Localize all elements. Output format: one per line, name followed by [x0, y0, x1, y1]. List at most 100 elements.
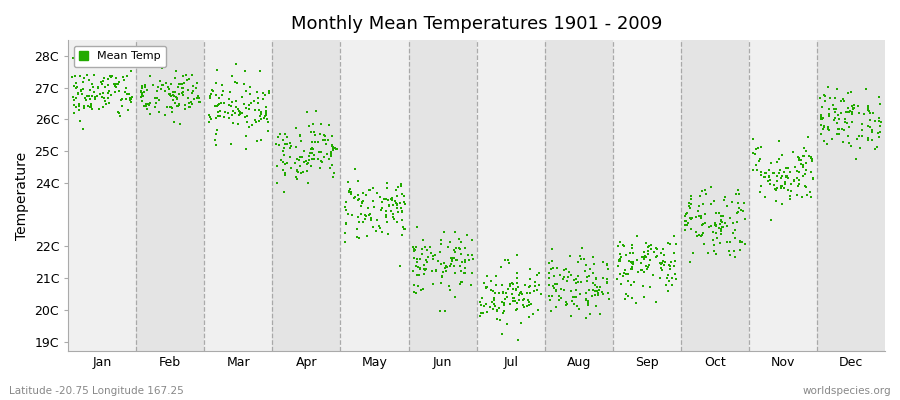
Point: [510, 300, 525, 306]
Point: [862, 117, 877, 124]
Point: [253, 113, 267, 120]
Point: [814, 122, 829, 128]
Point: [667, 250, 681, 256]
Point: [581, 302, 596, 308]
Point: [629, 257, 643, 264]
Point: [655, 267, 670, 273]
Point: [343, 186, 357, 192]
Point: [159, 104, 174, 110]
Point: [377, 196, 392, 202]
Point: [714, 226, 728, 232]
Point: [443, 238, 457, 245]
Point: [643, 284, 657, 290]
Point: [166, 93, 181, 99]
Point: [342, 189, 356, 195]
Point: [224, 141, 238, 147]
Point: [351, 214, 365, 220]
Point: [417, 262, 431, 268]
Point: [857, 111, 871, 117]
Point: [120, 72, 134, 79]
Point: [746, 136, 760, 142]
Point: [501, 257, 516, 264]
Point: [80, 72, 94, 78]
Point: [846, 105, 860, 112]
Point: [326, 145, 340, 151]
Point: [306, 121, 320, 128]
Point: [683, 215, 698, 221]
Point: [797, 171, 812, 178]
Point: [552, 297, 566, 303]
Point: [322, 165, 337, 172]
Point: [623, 250, 637, 256]
Point: [788, 178, 802, 184]
Point: [828, 109, 842, 116]
Point: [798, 171, 813, 177]
Point: [262, 90, 276, 96]
Point: [413, 265, 428, 271]
Point: [105, 72, 120, 79]
Point: [826, 101, 841, 108]
Bar: [68, 40, 136, 351]
Point: [614, 253, 628, 260]
Point: [588, 288, 602, 295]
Point: [530, 287, 544, 294]
Point: [661, 287, 675, 294]
Point: [375, 229, 390, 235]
Point: [473, 299, 488, 306]
Point: [304, 156, 319, 162]
Point: [814, 116, 829, 122]
Point: [248, 107, 262, 114]
Point: [256, 96, 270, 102]
Point: [571, 258, 585, 265]
Point: [637, 248, 652, 255]
Point: [503, 301, 517, 307]
Point: [114, 96, 129, 103]
Point: [452, 236, 466, 242]
Point: [222, 89, 237, 96]
Point: [590, 290, 605, 296]
Point: [300, 168, 314, 174]
Point: [155, 64, 169, 71]
Point: [254, 109, 268, 115]
Point: [225, 112, 239, 118]
Point: [231, 107, 246, 114]
Point: [710, 235, 724, 241]
Point: [544, 266, 558, 272]
Point: [202, 119, 217, 125]
Point: [842, 140, 857, 146]
Point: [325, 132, 339, 139]
Point: [732, 204, 746, 211]
Point: [319, 140, 333, 147]
Point: [838, 116, 852, 122]
Point: [382, 202, 396, 209]
Point: [184, 99, 198, 105]
Point: [684, 226, 698, 232]
Point: [450, 256, 464, 263]
Point: [245, 122, 259, 129]
Point: [650, 246, 664, 252]
Point: [82, 77, 96, 83]
Point: [289, 125, 303, 132]
Y-axis label: Temperature: Temperature: [15, 152, 29, 240]
Point: [861, 135, 876, 141]
Point: [522, 314, 536, 320]
Point: [684, 201, 698, 207]
Point: [292, 157, 307, 163]
Point: [641, 244, 655, 250]
Point: [252, 117, 266, 124]
Point: [465, 270, 480, 276]
Point: [419, 246, 434, 253]
Point: [390, 205, 404, 211]
Point: [557, 274, 572, 280]
Point: [410, 256, 425, 262]
Point: [573, 278, 588, 285]
Point: [653, 260, 668, 266]
Point: [618, 296, 633, 302]
Point: [173, 121, 187, 127]
Point: [680, 209, 695, 216]
Point: [866, 110, 880, 116]
Point: [344, 191, 358, 197]
Point: [98, 84, 112, 90]
Point: [806, 156, 820, 162]
Point: [830, 131, 844, 138]
